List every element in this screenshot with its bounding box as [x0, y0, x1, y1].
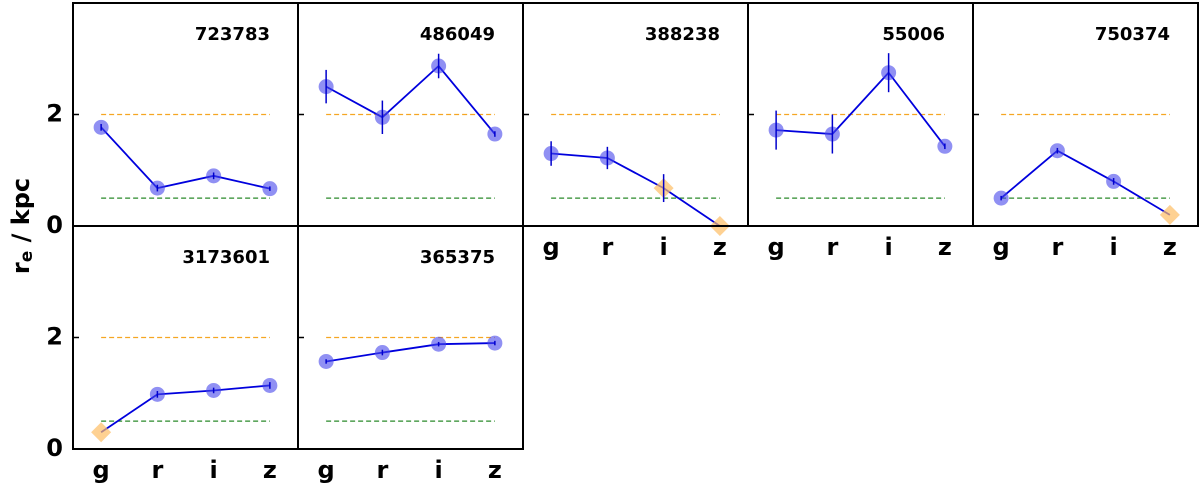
y-axis-label: re / kpc [7, 178, 37, 274]
y-tick-label: 2 [46, 100, 63, 128]
data-line [100, 384, 270, 434]
x-tick-label: g [93, 456, 110, 484]
upper-limit-marker [1159, 204, 1180, 225]
data-line [776, 71, 946, 147]
x-tick-label: r [376, 456, 388, 484]
y-tick-label: 2 [46, 323, 63, 351]
panel-frame [972, 2, 1199, 227]
panel-title: 486049 [420, 24, 495, 45]
x-tick-label: g [318, 456, 335, 484]
x-tick-label: z [713, 233, 727, 261]
y-tick-label: 0 [46, 211, 63, 239]
x-tick-label: z [263, 456, 277, 484]
x-tick-label: i [885, 233, 893, 261]
y-tick-label: 0 [46, 434, 63, 462]
x-tick-label: r [151, 456, 163, 484]
x-tick-label: z [938, 233, 952, 261]
data-line [551, 152, 721, 227]
panel-frame [297, 225, 524, 450]
x-tick-label: g [993, 233, 1010, 261]
x-tick-label: i [660, 233, 668, 261]
data-line [325, 64, 496, 135]
x-tick-label: g [543, 233, 560, 261]
x-tick-label: z [488, 456, 502, 484]
x-tick-label: g [768, 233, 785, 261]
x-tick-label: r [826, 233, 838, 261]
x-tick-label: i [435, 456, 443, 484]
data-line [325, 342, 495, 363]
panel-title: 388238 [645, 24, 720, 45]
x-tick-label: r [601, 233, 613, 261]
panel-title: 365375 [420, 247, 495, 268]
panel-title: 723783 [195, 24, 270, 45]
panel-title: 3173601 [182, 247, 270, 268]
panel-title: 55006 [882, 24, 945, 45]
upper-limit-marker [91, 422, 112, 443]
data-line [100, 126, 271, 190]
x-tick-label: i [210, 456, 218, 484]
x-tick-label: i [1110, 233, 1118, 261]
panel-title: 750374 [1095, 24, 1170, 45]
x-tick-label: r [1051, 233, 1063, 261]
data-line [1000, 149, 1171, 216]
x-tick-label: z [1163, 233, 1177, 261]
